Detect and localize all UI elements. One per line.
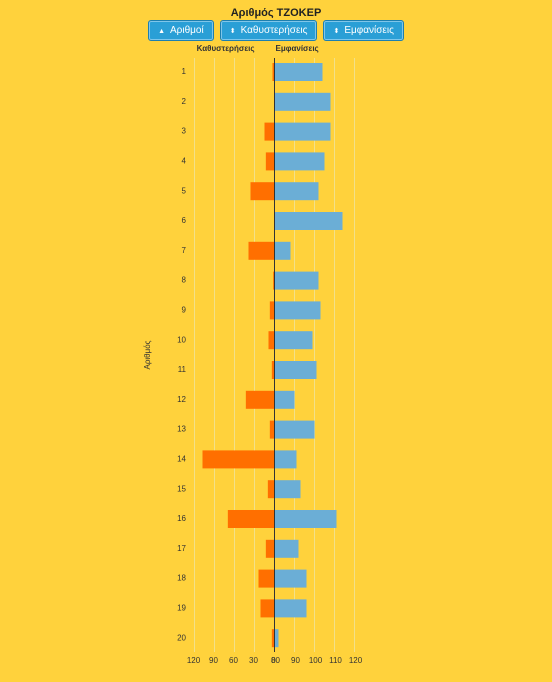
bar [274,63,323,81]
x-tick-label: 100 [309,656,323,665]
x-tick-label: 30 [249,656,258,665]
bar [274,331,313,350]
y-tick-label: 11 [178,365,187,374]
bar [274,182,319,201]
y-tick-label: 17 [177,544,186,553]
y-tick-label: 8 [182,276,187,285]
bar [258,569,275,588]
bar [274,390,295,409]
bar [274,420,315,439]
series-label: Εμφανίσεις [276,44,319,53]
sort-button[interactable]: ⬍ Καθυστερήσεις [219,20,318,41]
button-label: Εμφανίσεις [344,25,394,36]
bar [274,301,321,320]
bar [264,122,275,141]
bar [273,271,275,290]
y-tick-label: 3 [182,127,187,136]
y-tick-label: 20 [177,633,186,642]
bar [202,450,275,469]
sort-button[interactable]: ▲ Αριθμοί [148,20,214,41]
bar [274,271,319,290]
bar [267,480,275,499]
y-tick-label: 10 [177,335,186,344]
bar [271,629,275,648]
y-tick-label: 9 [182,306,187,315]
chart-title: Αριθμός ΤΖΟΚΕΡ [230,7,322,19]
x-tick-label: 0 [271,656,276,665]
bar [265,152,275,171]
x-tick-label: 60 [229,656,238,665]
button-label: Καθυστερήσεις [240,25,308,36]
bar [274,510,337,528]
bar [274,212,343,230]
x-tick-label: 80 [271,656,280,665]
y-tick-label: 16 [177,514,186,523]
bar [274,152,325,171]
button-bar: ▲ Αριθμοί ⬍ Καθυστερήσεις ⬍ Εμφανίσεις [0,20,552,41]
bar [274,480,301,499]
bar [227,510,275,528]
x-tick-label: 110 [329,656,342,665]
bar [260,599,275,618]
y-tick-label: 1 [182,67,187,76]
x-tick-label: 120 [187,656,201,665]
y-tick-label: 12 [177,395,186,404]
y-tick-label: 6 [182,216,187,225]
bar [274,569,307,588]
x-tick-label: 90 [209,656,218,665]
y-tick-label: 7 [182,246,187,255]
bar [250,182,275,201]
bar [265,539,275,558]
button-label: Αριθμοί [170,25,204,36]
bar [274,450,297,469]
y-tick-label: 19 [177,604,186,613]
bar [274,92,331,111]
y-axis-label: Αριθμός [143,340,152,369]
bar [274,361,317,379]
bar [269,420,275,439]
bar [245,390,275,409]
sort-button[interactable]: ⬍ Εμφανίσεις [323,20,404,41]
bar [271,361,275,379]
series-label: Καθυστερήσεις [197,44,255,53]
bar [274,629,279,648]
bar [274,241,291,260]
x-tick-label: 90 [291,656,300,665]
bar [269,301,275,320]
bar [274,539,299,558]
y-tick-label: 15 [177,484,186,493]
y-tick-label: 2 [182,97,187,106]
x-tick-label: 120 [349,656,363,665]
y-tick-label: 13 [177,425,186,434]
y-tick-label: 4 [182,157,187,166]
y-tick-label: 5 [182,186,187,195]
y-tick-label: 14 [177,455,186,464]
bar [248,241,275,260]
bar [268,331,275,350]
bar [272,63,275,81]
bar [274,599,307,618]
bar [274,122,331,141]
y-tick-label: 18 [177,574,186,583]
